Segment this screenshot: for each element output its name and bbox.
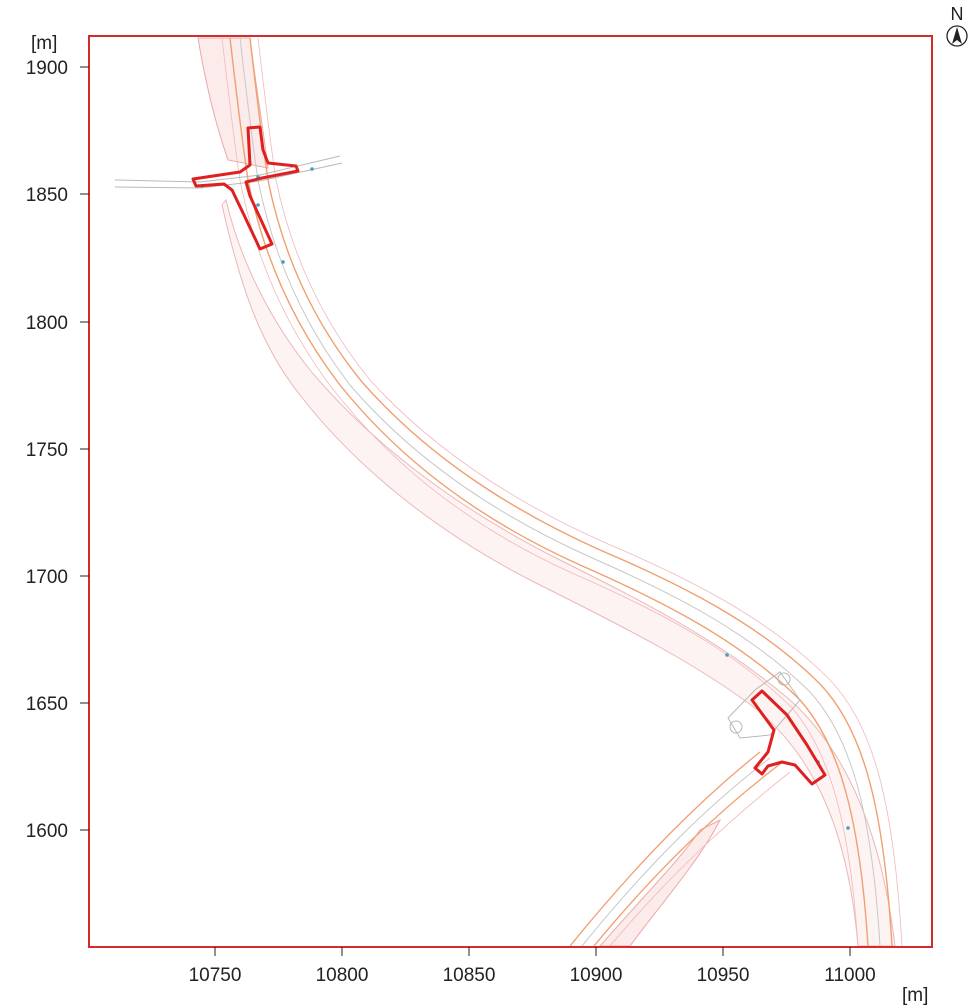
lower-structure	[727, 671, 801, 739]
y-tick-label: 1800	[26, 313, 68, 334]
y-tick-label: 1600	[26, 821, 68, 842]
y-tick-label: 1850	[26, 185, 68, 206]
y-tick-label: 1650	[26, 694, 68, 715]
embankment-hatching	[197, 37, 896, 946]
x-tick-label: 10900	[570, 965, 623, 986]
branch-road	[569, 751, 791, 946]
x-tick-label: 10800	[316, 965, 369, 986]
x-tick-label: 11000	[824, 965, 875, 986]
north-pointer-icon	[952, 27, 962, 44]
x-unit-label: [m]	[902, 985, 928, 1006]
x-tick-label: 10750	[189, 965, 242, 986]
y-tick-label: 1750	[26, 440, 68, 461]
y-tick-label: 1700	[26, 567, 68, 588]
cross-road	[114, 155, 343, 189]
x-tick-label: 10850	[443, 965, 496, 986]
x-axis: 10750 10800 10850 10900 10950 11000 [m]	[189, 947, 928, 1006]
north-arrow: N	[946, 4, 968, 47]
y-unit-label: [m]	[31, 33, 57, 54]
lower-junction-outline	[750, 689, 827, 786]
north-label: N	[951, 4, 964, 24]
y-tick-label: 1900	[26, 58, 68, 79]
y-axis: 1900 1850 1800 1750 1700 1650 1600 [m]	[26, 33, 89, 842]
x-tick-label: 10950	[697, 965, 750, 986]
upper-junction-outline	[191, 125, 300, 251]
plot-frame	[88, 35, 933, 948]
